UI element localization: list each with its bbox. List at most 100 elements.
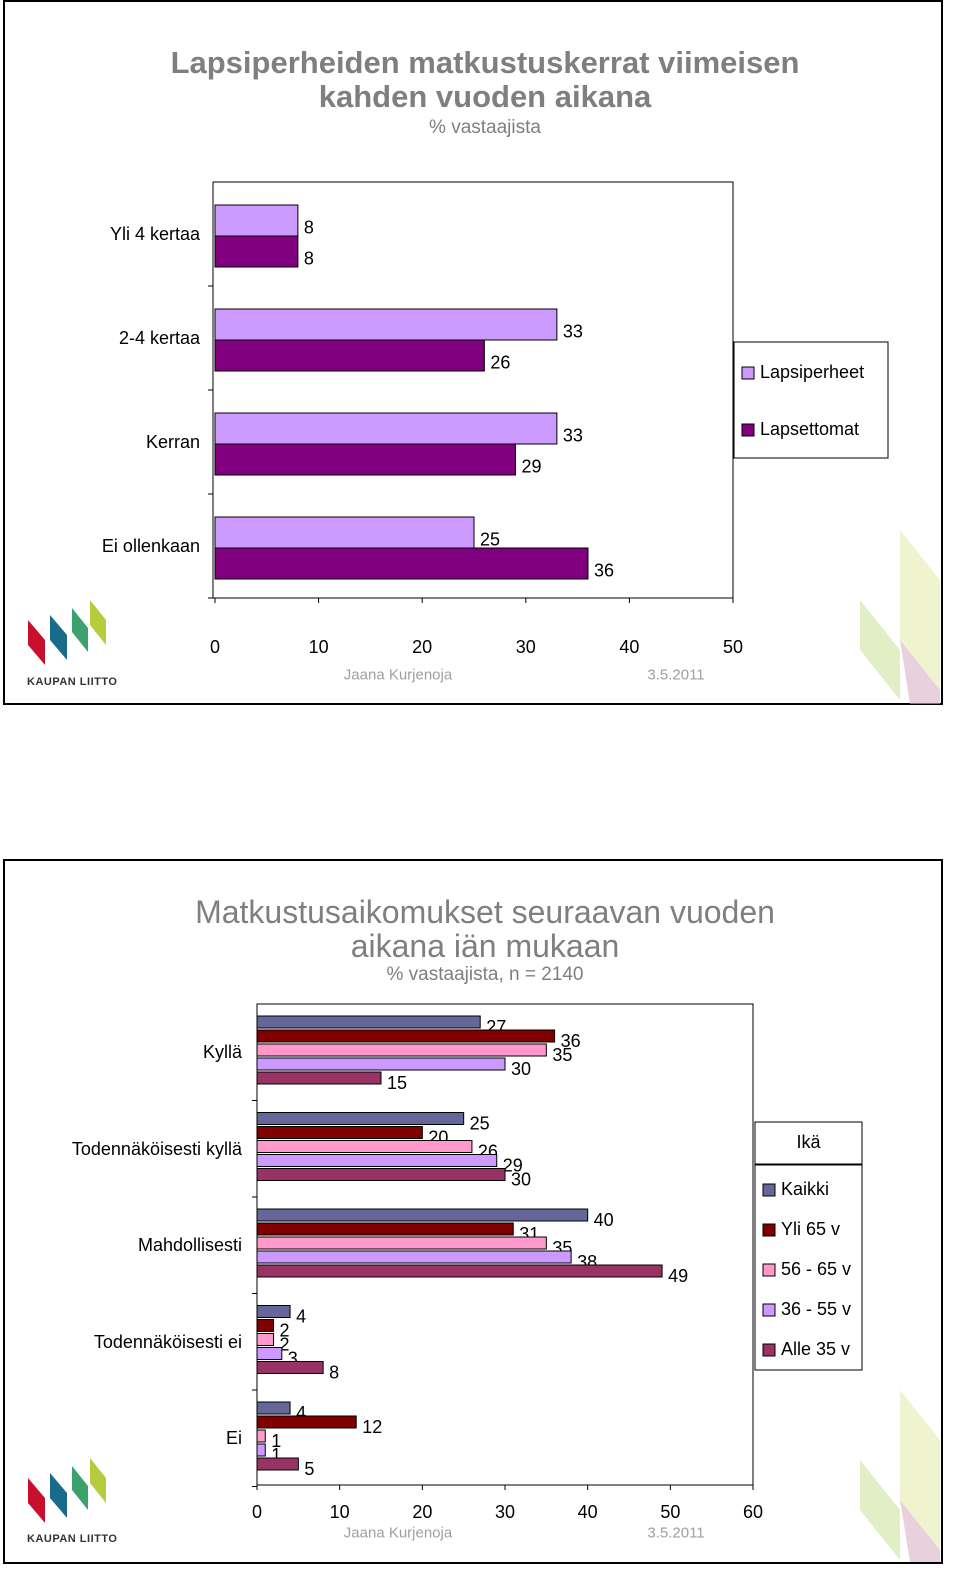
x-tick-label: 40 [619,637,639,657]
y-tick-label: Ei ollenkaan [101,536,200,556]
value-label: 33 [563,321,583,341]
value-label: 2 [280,1334,290,1354]
x-tick-label: 10 [309,637,329,657]
legend-swatch [762,1303,776,1317]
bar [214,204,299,237]
bar [214,235,299,268]
bar [256,1319,275,1332]
bar [214,308,558,341]
x-tick-label: 0 [252,1502,262,1522]
chart-subtitle: % vastaajista, n = 2140 [386,964,584,985]
bar [256,1305,291,1318]
value-label: 8 [329,1362,339,1382]
y-tick-label: Kyllä [202,1042,242,1063]
y-tick-label: Kerran [145,432,200,452]
y-tick-label: Ei [225,1428,242,1449]
footer-date: 3.5.2011 [647,666,705,684]
value-label: 3 [288,1348,298,1368]
x-tick-label: 50 [660,1502,680,1522]
legend-swatch [741,423,755,437]
x-tick-label: 30 [495,1502,515,1522]
bar [214,516,475,549]
x-tick-label: 20 [412,637,432,657]
x-tick-label: 0 [210,637,220,657]
bar [256,1401,291,1415]
x-tick-label: 10 [330,1502,350,1522]
value-label: 2 [280,1320,290,1340]
bar [214,443,516,476]
bar [256,1347,283,1360]
bar [256,1222,514,1236]
y-tick-label: Todennäköisesti kyllä [71,1138,242,1159]
bar [256,1236,547,1250]
bar [214,412,558,445]
bar [256,1057,506,1071]
bar [256,1015,481,1029]
legend-label: Alle 35 v [781,1339,850,1359]
y-tick-label: Todennäköisesti ei [93,1331,242,1352]
bar [256,1140,473,1153]
chart-subtitle: % vastaajista [429,117,541,138]
bar [256,1361,324,1374]
chart-title: Lapsiperheiden matkustuskerrat viimeisen… [170,45,800,114]
slide-frame [3,0,943,705]
legend-label: Yli 65 v [781,1219,840,1239]
value-label: 35 [552,1045,572,1065]
legend-swatch [762,1223,776,1237]
bar [256,1029,556,1043]
legend-swatch [741,366,755,380]
bar [256,1250,572,1264]
bar [256,1429,266,1443]
value-label: 30 [511,1059,531,1079]
legend-title-box [754,1121,863,1165]
value-label: 1 [271,1445,281,1465]
chart-title: Matkustusaikomukset seuraavan vuoden aik… [195,894,775,964]
x-tick-label: 60 [743,1502,763,1522]
y-tick-label: Yli 4 kertaa [109,224,200,244]
value-label: 29 [503,1155,523,1175]
legend-swatch [762,1183,776,1197]
bar [256,1126,423,1139]
bar [256,1168,506,1181]
legend-box [733,341,889,459]
value-label: 33 [563,425,583,445]
bar [256,1154,498,1167]
bar [256,1264,663,1278]
value-label: 4 [296,1403,306,1423]
bar [256,1112,465,1125]
value-label: 30 [511,1169,531,1189]
value-label: 8 [304,248,314,268]
decoration [860,530,940,1562]
legend-label: Lapsettomat [760,419,859,439]
footer-author: Jaana Kurjenoja [343,666,453,684]
value-label: 5 [304,1459,314,1479]
slide-frame [3,859,943,1564]
value-label: 40 [594,1210,614,1230]
legend-swatch [762,1263,776,1277]
footer-date: 3.5.2011 [647,1524,705,1542]
legend-swatch [762,1343,776,1357]
bar [256,1208,589,1222]
bar [256,1443,266,1457]
x-tick-label: 40 [578,1502,598,1522]
x-tick-label: 50 [723,637,743,657]
value-label: 25 [480,529,500,549]
bar [214,339,485,372]
value-label: 15 [387,1073,407,1093]
logo-text: KAUPAN LIITTO [27,676,118,688]
logo-mark [28,600,106,1523]
x-tick-label: 30 [516,637,536,657]
footer-author: Jaana Kurjenoja [343,1524,453,1542]
value-label: 8 [304,217,314,237]
bar [256,1415,357,1429]
legend-label: Lapsiperheet [760,362,864,382]
legend-label: 36 - 55 v [781,1299,851,1319]
legend-label: Kaikki [781,1179,829,1199]
legend-label: 56 - 65 v [781,1259,851,1279]
bar [256,1333,275,1346]
value-label: 1 [271,1431,281,1451]
value-label: 49 [668,1266,688,1286]
value-label: 4 [296,1306,306,1326]
